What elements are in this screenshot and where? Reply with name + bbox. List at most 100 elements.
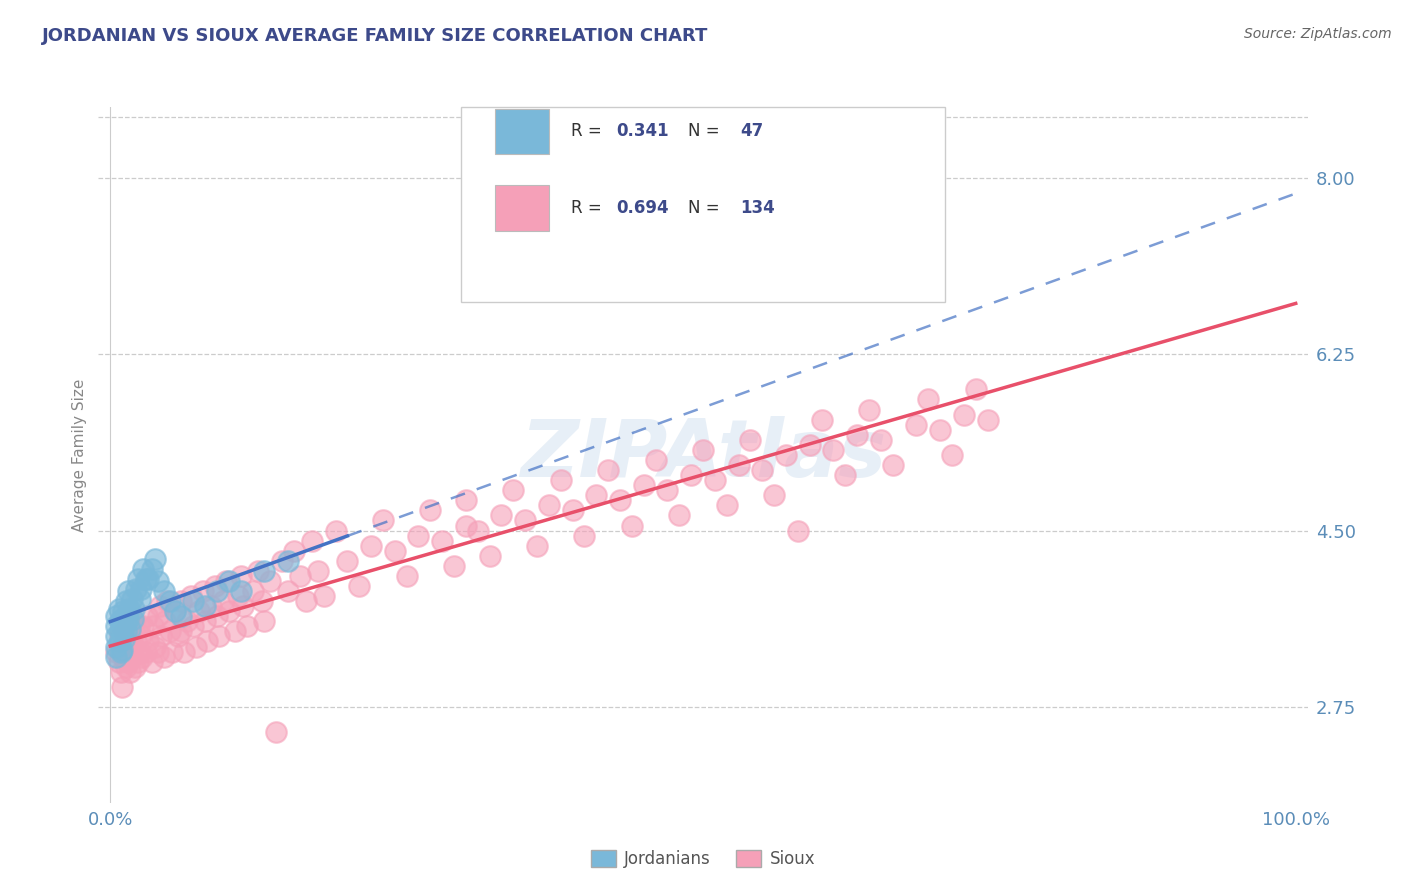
Point bbox=[218, 604, 240, 618]
Point bbox=[283, 543, 305, 558]
Point bbox=[136, 572, 159, 586]
Text: 0.341: 0.341 bbox=[616, 122, 669, 140]
Point bbox=[692, 442, 714, 457]
Point bbox=[129, 629, 152, 643]
Text: ZIPAtlas: ZIPAtlas bbox=[520, 416, 886, 494]
Point bbox=[215, 574, 238, 588]
Point bbox=[250, 594, 273, 608]
Point bbox=[454, 518, 477, 533]
Point bbox=[112, 649, 135, 664]
Point bbox=[491, 508, 513, 523]
Point bbox=[620, 518, 643, 533]
Point bbox=[105, 644, 128, 658]
Point bbox=[153, 615, 176, 629]
Point bbox=[301, 533, 323, 548]
Point bbox=[941, 448, 963, 462]
Point bbox=[149, 599, 172, 614]
Point bbox=[194, 615, 217, 629]
Point bbox=[122, 640, 145, 654]
Text: N =: N = bbox=[689, 199, 725, 217]
Point bbox=[188, 604, 211, 618]
Point bbox=[917, 392, 939, 407]
Point bbox=[150, 629, 173, 643]
Point bbox=[117, 612, 139, 626]
Point bbox=[108, 615, 131, 629]
Point bbox=[218, 574, 240, 588]
Point bbox=[609, 493, 631, 508]
Point bbox=[170, 594, 193, 608]
Point bbox=[146, 609, 169, 624]
Point bbox=[114, 659, 136, 673]
Point bbox=[395, 569, 418, 583]
Point bbox=[454, 493, 477, 508]
Point bbox=[146, 644, 169, 658]
Point bbox=[136, 609, 159, 624]
Point bbox=[118, 602, 141, 616]
Point bbox=[105, 649, 128, 664]
Point bbox=[360, 539, 382, 553]
Point bbox=[141, 655, 163, 669]
Point bbox=[107, 602, 129, 616]
Point bbox=[229, 569, 252, 583]
Point bbox=[105, 609, 128, 624]
Point bbox=[432, 533, 454, 548]
Point bbox=[633, 478, 655, 492]
Point bbox=[112, 604, 135, 618]
Point bbox=[135, 572, 157, 586]
Point bbox=[160, 644, 183, 658]
Legend: Jordanians, Sioux: Jordanians, Sioux bbox=[585, 843, 821, 874]
Point bbox=[858, 402, 880, 417]
Point bbox=[111, 642, 134, 657]
Point bbox=[312, 589, 335, 603]
Point bbox=[112, 624, 135, 639]
Text: R =: R = bbox=[571, 122, 607, 140]
Point bbox=[105, 640, 128, 654]
Point bbox=[197, 634, 219, 648]
Point bbox=[176, 615, 198, 629]
Point bbox=[181, 594, 204, 608]
Point bbox=[537, 499, 560, 513]
Point bbox=[550, 473, 572, 487]
Point bbox=[799, 438, 821, 452]
Point bbox=[129, 582, 152, 596]
Point bbox=[976, 412, 998, 426]
Point bbox=[232, 599, 254, 614]
Point bbox=[117, 655, 139, 669]
Point bbox=[142, 619, 165, 633]
Point bbox=[253, 564, 276, 578]
Text: N =: N = bbox=[689, 122, 725, 140]
Point bbox=[121, 612, 143, 626]
Point bbox=[159, 624, 181, 639]
Point bbox=[264, 725, 287, 739]
Text: JORDANIAN VS SIOUX AVERAGE FAMILY SIZE CORRELATION CHART: JORDANIAN VS SIOUX AVERAGE FAMILY SIZE C… bbox=[42, 27, 709, 45]
Point bbox=[105, 629, 128, 643]
Point bbox=[181, 619, 204, 633]
Point bbox=[703, 473, 725, 487]
Point bbox=[108, 624, 131, 639]
Point bbox=[129, 592, 152, 607]
Point bbox=[657, 483, 679, 498]
FancyBboxPatch shape bbox=[495, 186, 550, 230]
Point bbox=[136, 634, 159, 648]
Point bbox=[224, 624, 246, 639]
Point bbox=[111, 680, 134, 694]
Point bbox=[253, 615, 276, 629]
Point bbox=[118, 644, 141, 658]
Point bbox=[132, 619, 155, 633]
Point bbox=[107, 655, 129, 669]
Point bbox=[834, 468, 856, 483]
Point bbox=[143, 551, 166, 566]
Text: 134: 134 bbox=[741, 199, 775, 217]
Point bbox=[191, 584, 214, 599]
Point bbox=[515, 513, 537, 527]
Point bbox=[205, 584, 228, 599]
Point bbox=[122, 615, 145, 629]
Point bbox=[184, 640, 207, 654]
Point bbox=[823, 442, 845, 457]
Point bbox=[242, 584, 264, 599]
Point bbox=[585, 488, 607, 502]
FancyBboxPatch shape bbox=[495, 109, 550, 154]
Point bbox=[152, 649, 174, 664]
Point bbox=[408, 528, 430, 542]
Point bbox=[141, 562, 163, 576]
